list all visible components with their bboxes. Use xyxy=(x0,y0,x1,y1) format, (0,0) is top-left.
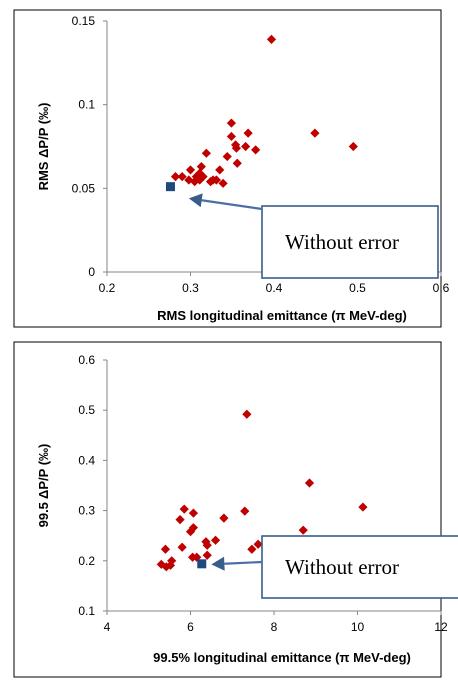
data-point-diamond xyxy=(167,556,177,566)
data-point-diamond xyxy=(201,148,211,158)
x-tick-label: 0.6 xyxy=(433,281,450,295)
callout-label: Without error xyxy=(285,555,399,579)
callout-label: Without error xyxy=(285,230,399,254)
data-point-diamond xyxy=(179,504,189,514)
data-point-diamond xyxy=(310,128,320,138)
data-point-diamond xyxy=(165,560,176,570)
callout-arrow-line xyxy=(224,560,263,565)
bottom-chart-panel: 4 6 8 10 12 0.1 0.2 0.3 0.4 0.5 0.6 99.5% longitudi… xyxy=(0,340,458,680)
data-point-diamond xyxy=(177,172,187,182)
y-tick-label: 0.6 xyxy=(78,353,95,367)
data-point-diamond xyxy=(196,161,206,172)
x-tick-label: 0.4 xyxy=(266,281,283,295)
data-point-diamond xyxy=(251,145,261,155)
y-tick-label: 0.2 xyxy=(78,554,95,568)
data-point-diamond xyxy=(298,525,308,535)
y-tick-label: 0.1 xyxy=(78,98,95,112)
data-point-diamond xyxy=(304,478,315,488)
x-tick-label: 0.5 xyxy=(349,281,366,295)
data-point-diamond xyxy=(170,172,181,182)
data-point-diamond xyxy=(208,175,218,185)
data-point-square-no-error xyxy=(197,559,207,569)
y-tick-label: 0.3 xyxy=(78,504,95,518)
data-point-diamond xyxy=(185,165,196,175)
data-point-diamond xyxy=(222,151,232,162)
x-tick-label: 0.3 xyxy=(182,281,199,295)
percentile-scatter-chart: 4 6 8 10 12 0.1 0.2 0.3 0.4 0.5 0.6 99.5% longitudi… xyxy=(13,341,458,678)
data-point-diamond xyxy=(177,542,187,552)
x-tick-label: 4 xyxy=(104,620,111,634)
data-point-diamond xyxy=(253,539,263,549)
data-point-diamond xyxy=(226,131,237,142)
x-tick-label: 12 xyxy=(434,620,448,634)
data-point-diamond xyxy=(160,544,171,554)
data-point-diamond xyxy=(266,34,277,45)
data-point-diamond xyxy=(358,502,368,512)
x-tick-label: 8 xyxy=(271,620,278,634)
y-axis-title: 99.5 ΔP/P (‰) xyxy=(36,444,51,528)
data-point-diamond xyxy=(240,506,250,516)
data-point-diamond xyxy=(175,515,185,525)
y-tick-label: 0 xyxy=(88,265,95,279)
y-axis-title: RMS ΔP/P (‰) xyxy=(36,103,51,191)
data-point-diamond xyxy=(247,544,257,554)
data-point-diamond xyxy=(232,158,242,168)
data-point-diamond xyxy=(210,535,221,545)
data-point-diamond xyxy=(348,141,358,152)
y-tick-label: 0.4 xyxy=(78,453,95,467)
callout-box xyxy=(261,535,458,599)
y-tick-label: 0.15 xyxy=(72,14,96,28)
data-point-diamond xyxy=(241,141,251,152)
chart-border xyxy=(13,341,442,678)
data-point-diamond xyxy=(231,143,242,153)
data-point-diamond xyxy=(195,175,205,185)
data-point-diamond xyxy=(218,178,228,188)
data-point-diamond xyxy=(219,513,229,523)
data-point-diamond xyxy=(242,409,252,419)
top-chart-panel: 0.2 0.3 0.4 0.5 0.6 0 0.05 0.1 0.15 RMS longitudi… xyxy=(13,9,450,328)
callout-arrow-line xyxy=(201,199,263,211)
data-point-square-no-error xyxy=(165,182,175,192)
y-tick-label: 0.05 xyxy=(72,181,96,195)
y-tick-label: 0.1 xyxy=(78,604,95,618)
callout-box xyxy=(261,205,439,279)
data-point-diamond xyxy=(202,550,212,560)
callout-arrow-head xyxy=(188,193,203,208)
callout-arrow-head xyxy=(211,556,225,571)
data-point-diamond xyxy=(188,508,199,518)
data-point-diamond xyxy=(243,128,253,138)
x-axis-title: RMS longitudinal emittance (π MeV-deg) xyxy=(157,308,407,323)
x-tick-label: 10 xyxy=(351,620,365,634)
chart-border xyxy=(13,9,442,328)
x-tick-label: 0.2 xyxy=(99,281,116,295)
rms-scatter-chart: 0.2 0.3 0.4 0.5 0.6 0 0.05 0.1 0.15 RMS longitudi… xyxy=(13,9,450,328)
x-axis-title: 99.5% longitudinal emittance (π MeV-deg) xyxy=(153,650,411,665)
data-point-diamond xyxy=(226,118,237,128)
data-point-diamond xyxy=(215,165,225,175)
y-tick-label: 0.5 xyxy=(78,403,95,417)
x-tick-label: 6 xyxy=(187,620,194,634)
